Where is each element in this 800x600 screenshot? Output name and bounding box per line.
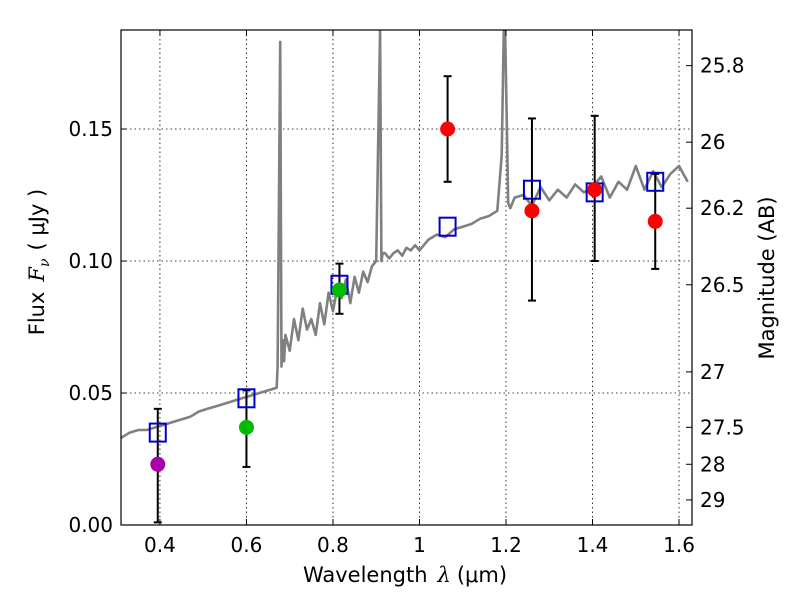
y-axis-label: FluxFν( μJy ) — [25, 189, 53, 335]
mag-tick-label: 26 — [700, 130, 725, 154]
mag-tick-label: 26.5 — [700, 273, 745, 297]
measurement-point-3 — [440, 121, 456, 137]
measurement-point-5 — [587, 182, 603, 198]
x-tick-label: 0.6 — [231, 533, 263, 557]
model-square-0 — [148, 422, 167, 443]
model-square-6 — [646, 171, 665, 192]
mag-tick-label: 27.5 — [700, 415, 745, 439]
y-tick-label: 0.15 — [68, 117, 113, 141]
mag-tick-label: 28 — [700, 452, 725, 476]
measurement-point-2 — [331, 282, 347, 298]
x-tick-label: 1 — [413, 533, 426, 557]
mag-tick-label: 25.8 — [700, 54, 745, 78]
mag-tick-label: 27 — [700, 360, 725, 384]
measurement-point-1 — [238, 419, 254, 435]
grid — [121, 30, 692, 525]
spectrum-series — [121, 30, 689, 440]
y-tick-label: 0.05 — [68, 381, 113, 405]
x-tick-label: 1.6 — [663, 533, 695, 557]
mag-tick-label: 29 — [700, 488, 725, 512]
data-points — [148, 121, 665, 472]
axes — [120, 29, 693, 526]
model-square-1 — [237, 388, 256, 409]
y-tick-label: 0.00 — [68, 513, 113, 537]
y2-axis-label: Magnitude (AB) — [755, 196, 779, 359]
model-square-3 — [438, 216, 457, 237]
measurement-point-0 — [150, 456, 166, 472]
mag-tick-label: 26.2 — [700, 196, 745, 220]
y-tick-label: 0.10 — [68, 249, 113, 273]
x-tick-label: 1.4 — [577, 533, 609, 557]
x-tick-label: 0.4 — [144, 533, 176, 557]
x-axis-label: Wavelength λ (μm) — [303, 563, 507, 587]
measurement-point-6 — [647, 213, 663, 229]
plot-frame — [120, 29, 693, 526]
spectrum-line — [121, 30, 689, 440]
x-tick-label: 0.8 — [317, 533, 349, 557]
tick-labels: 0.4 0.6 0.8 1 1.2 1.4 1.6 0.00 0.05 0.10 0.15 25.8 2… — [68, 54, 744, 557]
measurement-point-4 — [524, 203, 540, 219]
model-square-4 — [522, 179, 541, 200]
x-tick-label: 1.2 — [490, 533, 522, 557]
